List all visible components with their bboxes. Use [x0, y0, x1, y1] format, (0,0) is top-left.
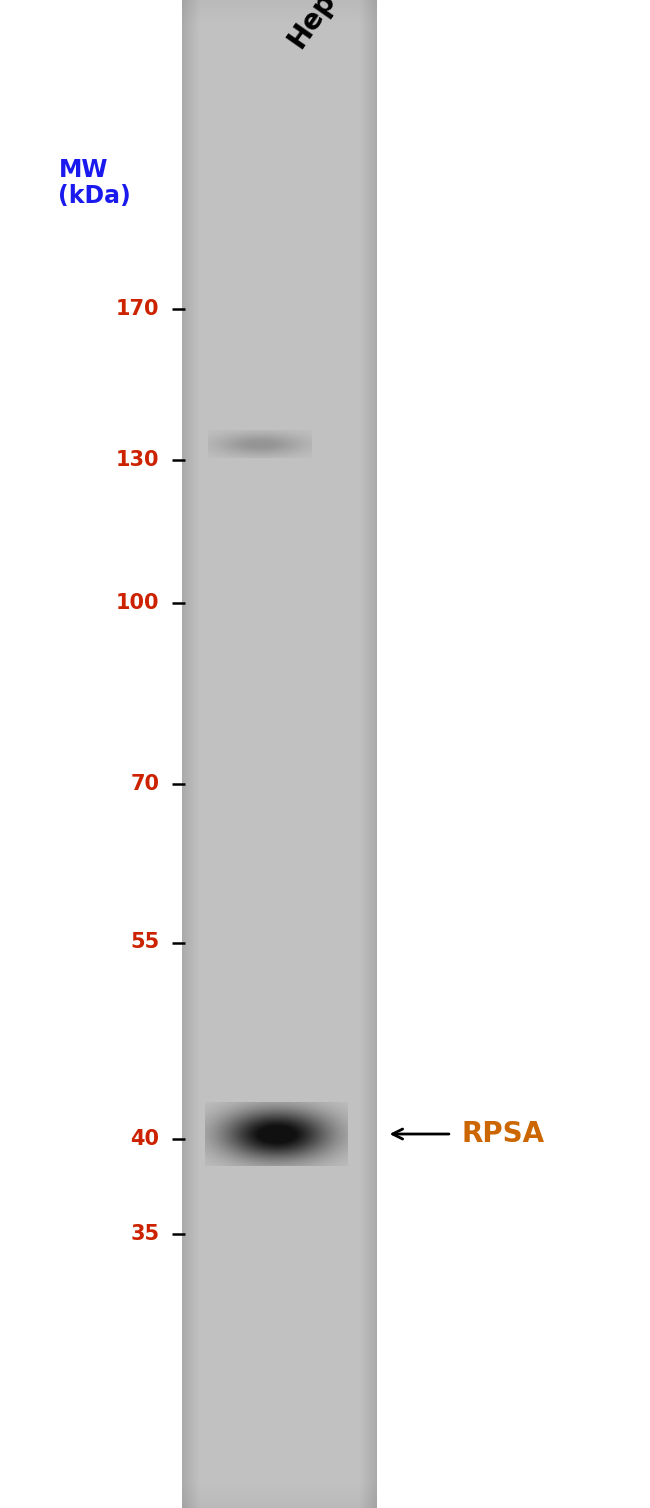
- Text: 70: 70: [130, 774, 159, 795]
- Text: 55: 55: [130, 932, 159, 953]
- Text: MW
(kDa): MW (kDa): [58, 158, 131, 208]
- Text: HepG2: HepG2: [283, 0, 365, 53]
- Text: 170: 170: [116, 299, 159, 320]
- Text: 130: 130: [116, 449, 159, 470]
- Text: RPSA: RPSA: [462, 1120, 545, 1148]
- Text: 35: 35: [130, 1223, 159, 1244]
- Text: 40: 40: [130, 1128, 159, 1149]
- Text: 100: 100: [116, 593, 159, 614]
